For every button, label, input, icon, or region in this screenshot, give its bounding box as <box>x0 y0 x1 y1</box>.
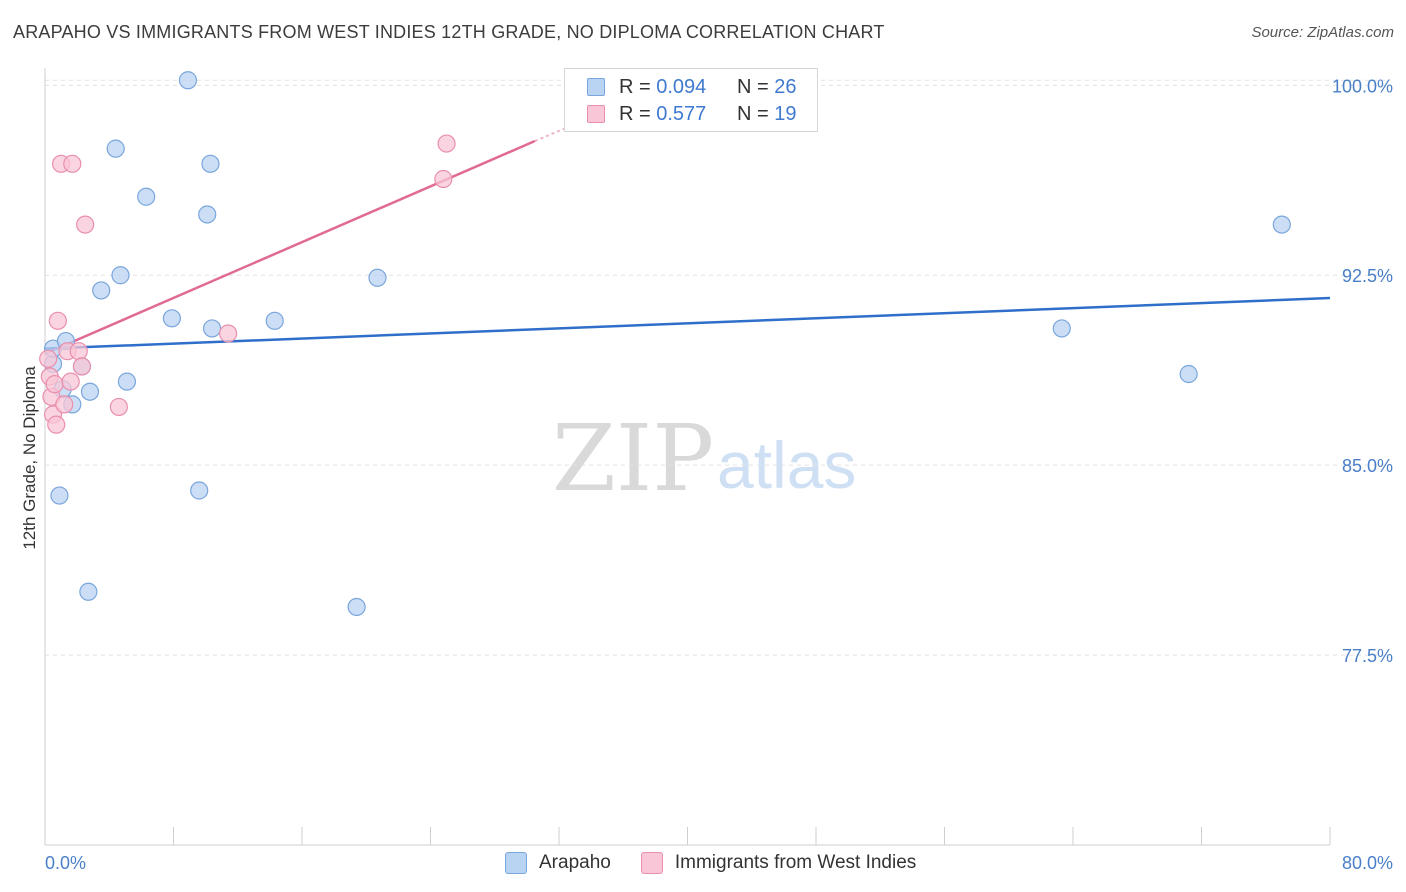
west-indies-point <box>72 357 92 376</box>
source-credit: Source: ZipAtlas.com <box>1251 24 1394 41</box>
west-indies-point <box>47 415 66 434</box>
arapaho-point <box>92 281 111 300</box>
series-legend: Arapaho Immigrants from West Indies <box>505 852 946 874</box>
west-indies-point <box>69 342 88 361</box>
x-tick-label: 0.0% <box>45 853 86 873</box>
x-tick-label: 80.0% <box>1342 853 1393 873</box>
west-indies-trend-line <box>44 139 536 355</box>
arapaho-point <box>1179 364 1198 384</box>
legend-item-arapaho[interactable]: Arapaho <box>505 852 611 874</box>
arapaho-point <box>50 486 69 505</box>
arapaho-point <box>162 309 181 328</box>
west-indies-point <box>434 169 453 189</box>
tick-labels: 77.5% 85.0% 92.5% 100.0% 0.0% 80.0% <box>45 76 1393 873</box>
arapaho-point <box>79 582 98 601</box>
n-label: N = <box>737 102 775 125</box>
blue-swatch <box>505 852 527 874</box>
arapaho-point <box>117 372 137 391</box>
arapaho-point <box>265 311 284 330</box>
west-indies-trend-extension <box>534 109 608 142</box>
legend-label: Immigrants from West Indies <box>674 852 917 873</box>
watermark-atlas: atlas <box>717 428 856 502</box>
pink-swatch <box>640 852 663 874</box>
arapaho-point <box>1272 215 1291 234</box>
r-value: 0.577 <box>656 102 707 125</box>
arapaho-point <box>368 268 387 287</box>
west-indies-point <box>63 154 82 173</box>
legend-item-west-indies[interactable]: Immigrants from West Indies <box>640 852 917 874</box>
y-tick-label: 92.5% <box>1342 266 1393 286</box>
n-stat: N = 26 <box>737 76 797 99</box>
west-indies-point <box>55 395 74 414</box>
arapaho-point <box>137 187 156 206</box>
west-indies-point <box>39 349 58 368</box>
arapaho-point <box>80 382 100 401</box>
n-stat: N = 19 <box>737 103 797 126</box>
west-indies-point <box>437 134 456 153</box>
trend-lines <box>44 109 1331 355</box>
n-value: 26 <box>774 75 797 98</box>
watermark: ZIP atlas <box>552 405 856 512</box>
west-indies-point <box>45 375 64 394</box>
axes <box>44 68 1331 846</box>
stats-row-arapaho: R = 0.094 N = 26 <box>587 74 797 100</box>
arapaho-point <box>202 319 222 338</box>
arapaho-point <box>347 597 366 617</box>
r-value: 0.094 <box>656 75 707 98</box>
y-tick-label: 100.0% <box>1332 76 1393 96</box>
west-indies-point <box>48 311 67 330</box>
stats-legend: R = 0.094 N = 26 R = 0.577 N = 19 <box>564 68 818 132</box>
r-stat: R = 0.094 <box>619 76 737 99</box>
r-label: R = <box>619 102 657 125</box>
arapaho-point <box>198 205 217 224</box>
arapaho-point <box>178 71 198 90</box>
n-value: 19 <box>774 102 797 125</box>
r-stat: R = 0.577 <box>619 103 737 126</box>
y-tick-label: 77.5% <box>1342 646 1393 666</box>
arapaho-point <box>111 266 130 285</box>
blue-swatch <box>587 78 605 96</box>
arapaho-point <box>1052 319 1071 338</box>
west-indies-point <box>76 215 95 234</box>
stats-row-west-indies: R = 0.577 N = 19 <box>587 101 797 127</box>
arapaho-point <box>190 481 209 500</box>
west-indies-point <box>219 324 238 343</box>
arapaho-point <box>201 154 220 173</box>
west-indies-point <box>109 397 128 417</box>
arapaho-trend-line <box>44 296 1331 350</box>
legend-label: Arapaho <box>539 852 611 873</box>
r-label: R = <box>619 75 657 98</box>
west-indies-point <box>61 372 80 391</box>
watermark-zip: ZIP <box>552 405 714 512</box>
pink-swatch <box>587 105 605 123</box>
chart-title: ARAPAHO VS IMMIGRANTS FROM WEST INDIES 1… <box>13 22 885 42</box>
arapaho-point <box>106 139 125 158</box>
data-points <box>39 71 1291 617</box>
y-tick-label: 85.0% <box>1342 456 1393 476</box>
n-label: N = <box>737 75 775 98</box>
